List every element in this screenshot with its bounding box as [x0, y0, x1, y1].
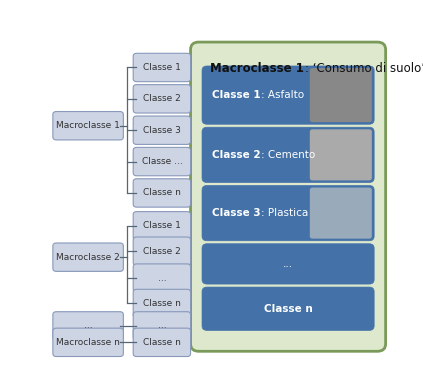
FancyBboxPatch shape [53, 312, 124, 340]
Text: Classe ...: Classe ... [142, 157, 182, 166]
FancyBboxPatch shape [53, 328, 124, 357]
Text: : Cemento: : Cemento [261, 150, 316, 160]
FancyBboxPatch shape [133, 328, 190, 357]
FancyBboxPatch shape [133, 116, 190, 144]
Text: ...: ... [157, 274, 166, 282]
Text: Macroclasse 1: Macroclasse 1 [210, 62, 304, 75]
Text: Macroclasse n: Macroclasse n [56, 338, 120, 347]
FancyBboxPatch shape [133, 85, 190, 113]
Text: Classe n: Classe n [143, 338, 181, 347]
Text: Classe n: Classe n [143, 299, 181, 308]
Text: Classe 1: Classe 1 [143, 221, 181, 230]
FancyBboxPatch shape [202, 185, 374, 241]
FancyBboxPatch shape [202, 66, 374, 124]
FancyBboxPatch shape [202, 127, 374, 182]
Text: ...: ... [157, 321, 166, 331]
FancyBboxPatch shape [53, 111, 124, 140]
Text: Classe 2: Classe 2 [143, 94, 181, 103]
FancyBboxPatch shape [133, 312, 190, 340]
Text: Classe 3: Classe 3 [143, 126, 181, 135]
FancyBboxPatch shape [202, 244, 374, 284]
FancyBboxPatch shape [133, 147, 190, 176]
FancyBboxPatch shape [133, 53, 190, 81]
Text: Macroclasse 2: Macroclasse 2 [56, 253, 120, 262]
Text: Classe 2: Classe 2 [212, 150, 261, 160]
FancyBboxPatch shape [133, 179, 190, 207]
FancyBboxPatch shape [133, 264, 190, 292]
FancyBboxPatch shape [310, 187, 372, 239]
FancyBboxPatch shape [202, 287, 374, 331]
FancyBboxPatch shape [310, 129, 372, 180]
FancyBboxPatch shape [133, 211, 190, 240]
FancyBboxPatch shape [133, 289, 190, 318]
FancyBboxPatch shape [133, 237, 190, 265]
Text: Classe n: Classe n [264, 304, 313, 314]
FancyBboxPatch shape [53, 243, 124, 271]
Text: : ‘Consumo di suolo’: : ‘Consumo di suolo’ [305, 62, 423, 75]
Text: Classe 1: Classe 1 [212, 90, 261, 100]
Text: Classe 2: Classe 2 [143, 247, 181, 256]
Text: ...: ... [283, 259, 293, 269]
Text: : Asfalto: : Asfalto [261, 90, 304, 100]
Text: Classe 1: Classe 1 [143, 63, 181, 72]
Text: : Plastica: : Plastica [261, 208, 308, 218]
Text: Macroclasse 1: Macroclasse 1 [56, 121, 120, 130]
Text: Classe 3: Classe 3 [212, 208, 261, 218]
FancyBboxPatch shape [190, 42, 386, 351]
Text: Classe n: Classe n [143, 189, 181, 197]
FancyBboxPatch shape [310, 68, 372, 122]
Text: ...: ... [84, 321, 93, 331]
